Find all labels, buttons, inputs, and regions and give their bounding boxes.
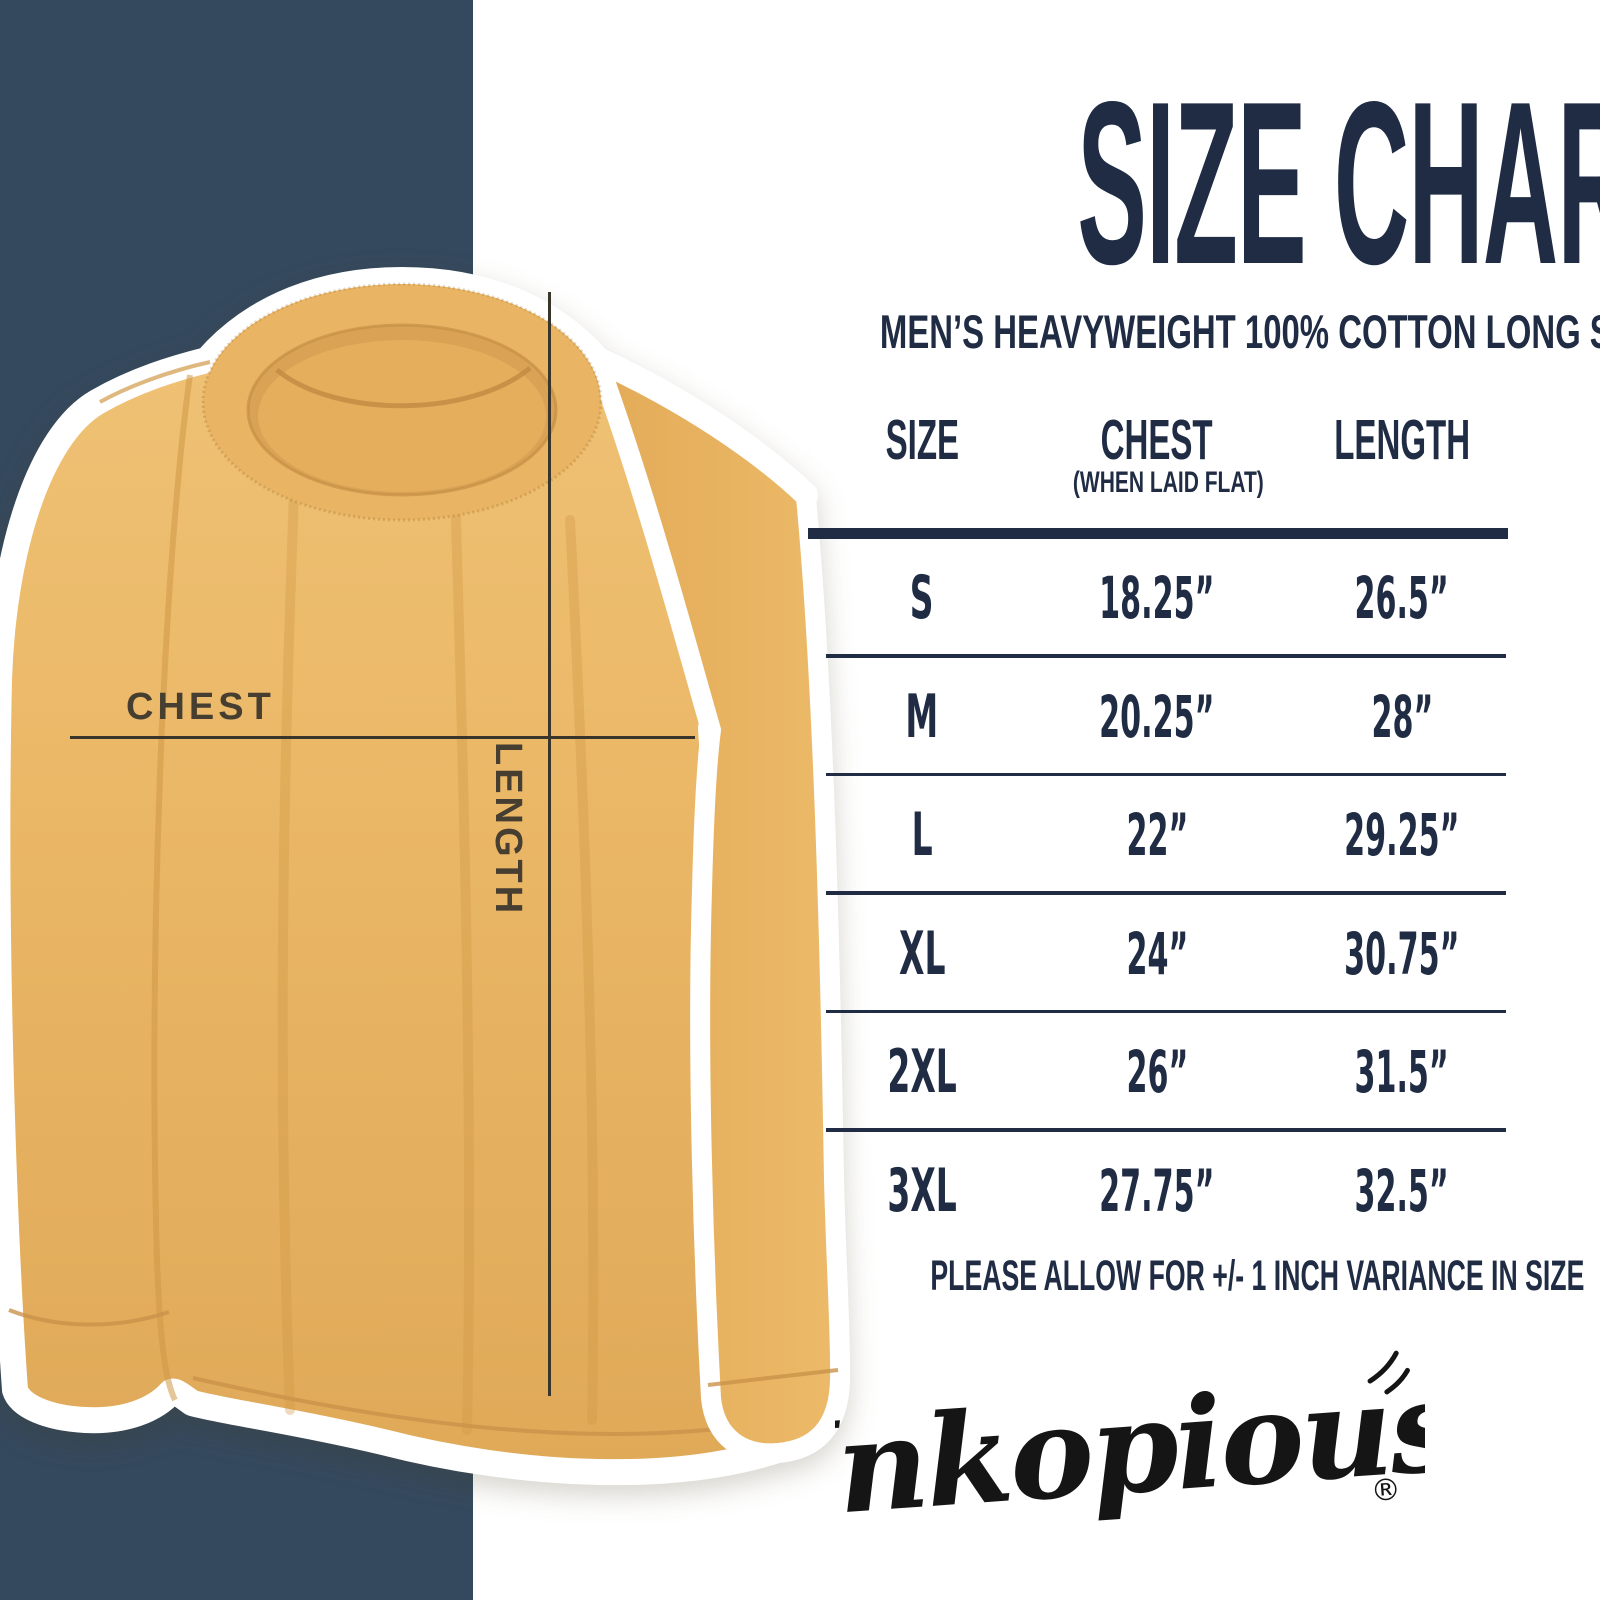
table-row-s-size: S	[910, 563, 934, 634]
table-row-3xl-length: 32.5”	[1354, 1156, 1450, 1225]
row-separator	[826, 891, 1506, 895]
inkopious-logo: Inkopious ®	[835, 1350, 1425, 1546]
table-row-xl-chest: 24”	[1126, 919, 1188, 988]
table-row-2xl-length: 31.5”	[1354, 1038, 1450, 1107]
table-row-xl-size: XL	[898, 918, 946, 989]
table-row-3xl-chest: 27.75”	[1099, 1156, 1215, 1225]
chest-measure-line	[70, 736, 695, 739]
row-separator	[826, 654, 1506, 658]
row-separator	[826, 1009, 1506, 1013]
table-row-xl-length: 30.75”	[1344, 919, 1460, 988]
column-header-size: SIZE	[885, 408, 959, 472]
table-row-s-chest: 18.25”	[1099, 564, 1215, 633]
table-row-m-size: M	[905, 681, 939, 752]
table-row-2xl-chest: 26”	[1126, 1038, 1188, 1107]
logo-flourish	[1367, 1350, 1410, 1395]
size-table-body: S 18.25” 26.5” M 20.25” 28” L 22” 29.25”…	[812, 539, 1522, 1250]
row-separator	[826, 1128, 1506, 1132]
table-row-2xl-size: 2XL	[887, 1037, 957, 1108]
column-header-length: LENGTH	[1334, 408, 1470, 472]
registered-trademark: ®	[1370, 1472, 1402, 1509]
column-header-chest: CHEST (WHEN LAID FLAT)	[1032, 412, 1282, 500]
variance-note: PLEASE ALLOW FOR +/- 1 INCH VARIANCE IN …	[930, 1252, 1585, 1300]
left-cuff-seam	[8, 1308, 170, 1327]
table-header-rule	[808, 528, 1508, 539]
table-row-m-length: 28”	[1371, 682, 1433, 751]
left-sleeve-seam	[151, 374, 193, 1402]
shirt-collar	[201, 282, 603, 522]
page-title: SIZE CHART	[700, 68, 1600, 300]
table-row-l-chest: 22”	[1126, 801, 1188, 870]
logo-text: Inkopious	[835, 1351, 1425, 1546]
column-header-chest-note: (WHEN LAID FLAT)	[1072, 466, 1264, 499]
page-subtitle-text: MEN’S HEAVYWEIGHT 100% COTTON LONG SLEEV…	[879, 305, 1600, 358]
size-table-header: SIZE CHEST (WHEN LAID FLAT) LENGTH	[812, 408, 1522, 500]
fabric-folds	[277, 465, 599, 1435]
shirt-right-sleeve	[588, 352, 851, 1464]
page-subtitle: MEN’S HEAVYWEIGHT 100% COTTON LONG SLEEV…	[700, 308, 1600, 355]
length-label: LENGTH	[487, 742, 529, 917]
chest-label: CHEST	[126, 686, 275, 728]
shirt-photo-cutout	[0, 267, 851, 1486]
page-title-text: SIZE CHART	[1077, 54, 1600, 313]
table-row-s-length: 26.5”	[1354, 564, 1450, 633]
table-row-l-length: 29.25”	[1344, 801, 1460, 870]
right-cuff-seam	[707, 1368, 839, 1387]
length-measure-line	[548, 292, 551, 1396]
row-separator	[826, 772, 1506, 776]
table-row-m-chest: 20.25”	[1099, 682, 1215, 751]
table-row-3xl-size: 3XL	[887, 1155, 957, 1226]
table-row-l-size: L	[911, 800, 933, 871]
